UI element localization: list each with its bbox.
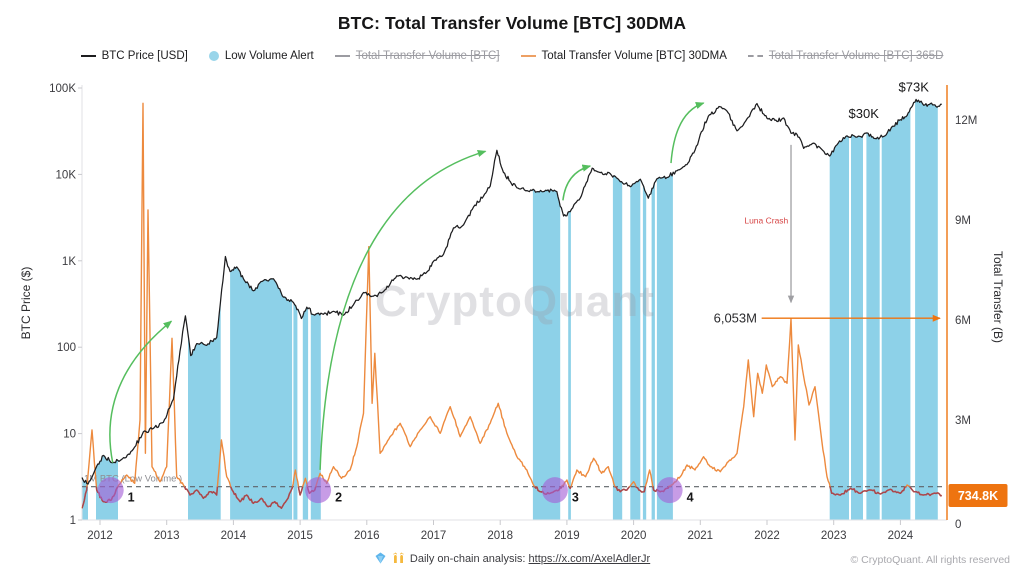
low-volume-band (230, 99, 293, 520)
legend-line-icon (747, 55, 763, 57)
low-volume-band (96, 99, 118, 520)
x-tick-label: 2023 (821, 530, 847, 542)
x-tick-label: 2019 (554, 530, 580, 542)
price-annotation: $30K (849, 106, 880, 121)
legend-label: BTC Price [USD] (101, 50, 188, 62)
diamond-icon (374, 552, 387, 567)
low-volume-band (188, 99, 221, 520)
right-tick-label: 12M (955, 115, 977, 127)
legend-label: Total Transfer Volume [BTC] 365D (768, 50, 944, 62)
legend-item-1[interactable]: Low Volume Alert (208, 50, 314, 62)
copyright: © CryptoQuant. All rights reserved (850, 554, 1010, 566)
x-tick-label: 2015 (287, 530, 313, 542)
legend-label: Total Transfer Volume [BTC] (355, 50, 500, 62)
right-zero-label: 0 (955, 519, 961, 531)
x-tick-label: 2021 (688, 530, 714, 542)
x-tick-label: 2014 (221, 530, 247, 542)
numbered-marker-circle (656, 477, 683, 504)
x-tick-label: 2018 (487, 530, 513, 542)
legend-item-0[interactable]: BTC Price [USD] (80, 50, 188, 62)
green-growth-arrow (109, 320, 173, 463)
numbered-marker-circle (541, 477, 568, 504)
footer-text: Daily on-chain analysis: (409, 553, 529, 565)
numbered-marker-label: 4 (687, 491, 694, 505)
legend-line-icon (334, 55, 350, 57)
left-tick-label: 100 (57, 342, 76, 354)
x-tick-label: 2022 (754, 530, 780, 542)
numbered-marker-label: 1 (128, 491, 135, 505)
threshold-label: 1M BTC (Low Volume ) (84, 474, 182, 485)
left-axis-title: BTC Price ($) (19, 267, 33, 340)
x-tick-label: 2013 (154, 530, 180, 542)
footer-note: Daily on-chain analysis: https://x.com/A… (0, 552, 1024, 567)
low-volume-band (293, 99, 298, 520)
price-annotation: $73K (899, 80, 930, 95)
low-volume-band (656, 99, 673, 520)
legend: BTC Price [USD] Low Volume Alert Total Tra… (0, 50, 1024, 62)
low-volume-band (310, 99, 321, 520)
low-volume-band (82, 99, 88, 520)
legend-line-icon (80, 55, 96, 57)
green-growth-arrow (562, 164, 592, 201)
footer-link[interactable]: https://x.com/AxelAdlerJr (528, 553, 651, 565)
numbered-marker-label: 2 (335, 491, 342, 505)
right-tick-label: 6M (955, 315, 971, 327)
legend-item-3[interactable]: Total Transfer Volume [BTC] 30DMA (520, 50, 727, 62)
low-volume-band (851, 99, 863, 520)
right-tick-label: 9M (955, 215, 971, 227)
left-tick-label: 1 (70, 515, 76, 527)
low-volume-band (302, 99, 309, 520)
x-tick-label: 2017 (421, 530, 447, 542)
x-tick-label: 2024 (888, 530, 914, 542)
numbered-marker-circle (305, 477, 332, 504)
green-growth-arrow (319, 149, 487, 470)
low-volume-band (630, 99, 641, 520)
x-tick-label: 2016 (354, 530, 380, 542)
right-axis-title: Total Transfer (B) (991, 251, 1005, 343)
numbered-marker-circle (97, 477, 124, 504)
legend-item-2[interactable]: Total Transfer Volume [BTC] (334, 50, 500, 62)
low-volume-band (568, 99, 571, 520)
legend-line-icon (520, 55, 536, 57)
right-tick-label: 3M (955, 415, 971, 427)
low-volume-band (881, 99, 911, 520)
luna-crash-label: Luna Crash (744, 216, 788, 226)
chart-title: BTC: Total Transfer Volume [BTC] 30DMA (337, 13, 687, 33)
x-tick-label: 2012 (87, 530, 113, 542)
current-value-badge (948, 484, 1008, 508)
low-volume-band (651, 99, 655, 520)
btc-price-line (81, 98, 942, 485)
legend-dot-icon (208, 51, 219, 61)
current-value-text: 734.8K (958, 489, 998, 503)
low-volume-band (829, 99, 849, 520)
legend-item-4[interactable]: Total Transfer Volume [BTC] 365D (747, 50, 944, 62)
watermark: CryptoQuant (375, 277, 655, 326)
low-volume-band (866, 99, 880, 520)
numbered-marker-label: 3 (572, 491, 579, 505)
low-volume-band (915, 99, 938, 520)
low-volume-band (612, 99, 623, 520)
legend-label: Low Volume Alert (224, 50, 314, 62)
legend-label: Total Transfer Volume [BTC] 30DMA (541, 50, 727, 62)
low-volume-band (642, 99, 647, 520)
left-tick-label: 10 (63, 429, 76, 441)
x-tick-label: 2020 (621, 530, 647, 542)
transfer-peak-label: 6,053M (714, 311, 757, 326)
volume-30dma-line (81, 102, 942, 509)
left-tick-label: 100K (49, 83, 76, 95)
green-growth-arrow (670, 101, 705, 164)
left-tick-label: 10K (56, 169, 77, 181)
raised-hands-icon (392, 552, 405, 567)
left-tick-label: 1K (62, 256, 76, 268)
